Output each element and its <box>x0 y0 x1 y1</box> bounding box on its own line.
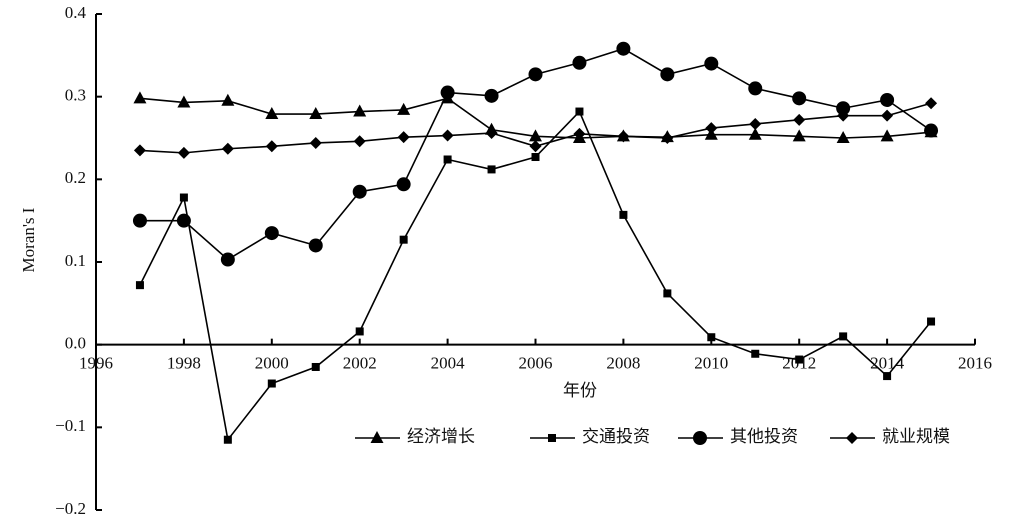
marker <box>177 146 190 159</box>
y-tick-label: 0.4 <box>65 3 87 22</box>
x-tick-label: 2004 <box>431 354 466 373</box>
marker <box>846 432 858 444</box>
marker <box>704 56 719 71</box>
x-axis-label: 年份 <box>563 381 597 400</box>
marker <box>397 131 410 144</box>
marker <box>529 140 542 153</box>
y-axis-label: Moran's I <box>19 207 38 272</box>
legend-label: 其他投资 <box>730 427 798 446</box>
marker <box>925 97 938 110</box>
marker <box>355 327 364 336</box>
marker <box>265 140 278 153</box>
marker <box>548 434 556 442</box>
marker <box>573 127 586 140</box>
marker <box>370 431 384 443</box>
y-tick-label: 0.2 <box>65 168 86 187</box>
marker <box>705 122 718 135</box>
marker <box>484 88 499 103</box>
y-tick-label: 0.3 <box>65 86 86 105</box>
marker <box>617 130 630 143</box>
marker <box>309 136 322 149</box>
marker <box>309 107 323 120</box>
legend-label: 交通投资 <box>582 427 650 446</box>
marker <box>924 123 939 138</box>
marker <box>133 91 147 104</box>
legend-label: 经济增长 <box>407 427 475 446</box>
x-tick-label: 2006 <box>519 354 553 373</box>
marker <box>693 431 707 445</box>
y-tick-label: 0.0 <box>65 334 86 353</box>
marker <box>661 132 674 144</box>
marker <box>443 155 452 164</box>
x-tick-label: 2010 <box>694 354 728 373</box>
marker <box>441 129 454 142</box>
marker <box>133 144 146 157</box>
marker <box>223 435 232 444</box>
marker <box>792 91 807 106</box>
marker <box>352 184 367 199</box>
marker <box>751 349 760 358</box>
marker <box>179 193 188 202</box>
legend-label: 就业规模 <box>882 427 950 446</box>
x-tick-label: 2008 <box>606 354 640 373</box>
marker <box>839 332 848 341</box>
marker <box>528 67 543 82</box>
marker <box>264 226 279 241</box>
y-tick-label: −0.2 <box>55 499 86 518</box>
marker <box>308 238 323 253</box>
x-tick-label: 2014 <box>870 354 905 373</box>
marker <box>749 117 762 130</box>
marker <box>792 129 806 142</box>
marker <box>440 85 455 100</box>
marker <box>397 102 411 115</box>
marker <box>881 109 894 122</box>
marker <box>221 142 234 155</box>
marker <box>135 281 144 290</box>
x-tick-label: 2016 <box>958 354 992 373</box>
marker <box>267 379 276 388</box>
marker <box>353 104 367 117</box>
marker <box>837 109 850 122</box>
y-tick-label: −0.1 <box>55 416 86 435</box>
marker <box>399 235 408 244</box>
marker <box>572 55 587 70</box>
marker <box>485 127 498 140</box>
x-tick-label: 1998 <box>167 354 201 373</box>
marker <box>748 127 762 140</box>
marker <box>265 107 279 120</box>
x-tick-label: 2000 <box>255 354 289 373</box>
marker <box>220 252 235 267</box>
marker <box>487 165 496 174</box>
x-tick-label: 1996 <box>79 354 113 373</box>
marker <box>793 113 806 126</box>
marker <box>748 81 763 96</box>
marker <box>529 129 542 142</box>
marker <box>176 213 191 228</box>
marker <box>616 41 631 56</box>
marker <box>927 317 936 326</box>
marker <box>836 131 850 143</box>
marker <box>880 129 894 142</box>
marker <box>707 333 716 342</box>
marker <box>663 289 672 298</box>
x-tick-label: 2002 <box>343 354 377 373</box>
marker <box>883 372 892 381</box>
marker <box>353 135 366 148</box>
marker <box>132 213 147 228</box>
marker <box>880 92 895 107</box>
marker <box>619 210 628 219</box>
marker <box>396 177 411 192</box>
y-tick-label: 0.1 <box>65 251 86 270</box>
marker <box>221 93 235 106</box>
marker <box>660 67 675 82</box>
marker <box>836 101 851 116</box>
marker <box>531 153 540 162</box>
marker <box>795 355 804 364</box>
marker <box>177 95 191 108</box>
marker <box>311 362 320 371</box>
marker <box>575 107 584 116</box>
